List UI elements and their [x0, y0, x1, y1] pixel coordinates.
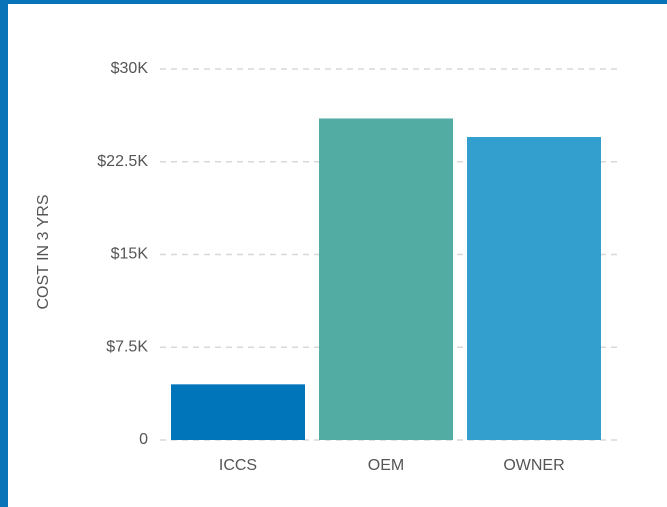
bar: [171, 384, 305, 440]
x-tick-label: OEM: [368, 457, 404, 474]
x-tick-label: OWNER: [503, 457, 564, 474]
y-axis-label: COST IN 3 YRS: [35, 195, 52, 310]
y-tick-label: 0: [139, 431, 148, 448]
y-tick-label: $22.5K: [97, 153, 148, 170]
y-tick-label: $15K: [111, 246, 149, 263]
left-border: [0, 0, 8, 507]
top-border: [0, 0, 667, 4]
y-tick-label: $30K: [111, 60, 149, 77]
x-tick-label: ICCS: [219, 457, 257, 474]
bar: [319, 118, 453, 440]
bar: [467, 137, 601, 440]
y-tick-label: $7.5K: [106, 338, 148, 355]
